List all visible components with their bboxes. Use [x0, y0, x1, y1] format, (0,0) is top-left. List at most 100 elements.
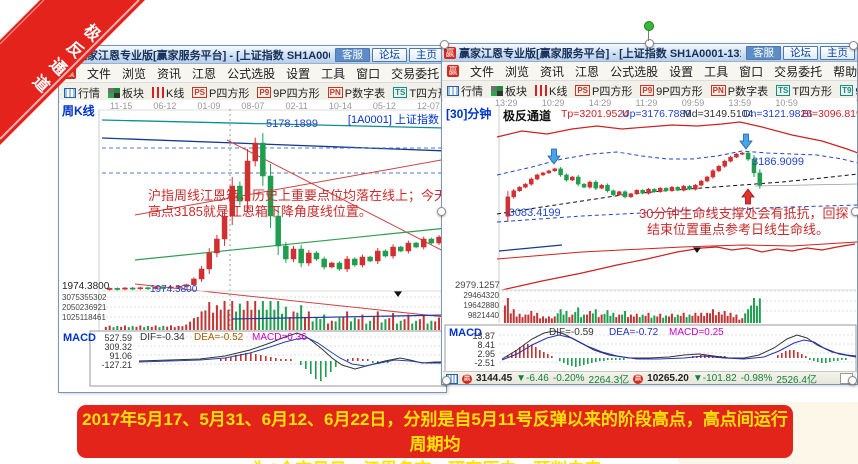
toolbar-icon — [535, 85, 547, 96]
weekly-annotation-line2: 高点3185就是江恩箱下降角度线位置。 — [148, 204, 372, 219]
toolbar-button[interactable]: PS P四方形 — [192, 85, 249, 101]
toolbar-button[interactable]: PS P四方形 — [575, 83, 632, 99]
selection-handle-top-right[interactable] — [849, 41, 858, 50]
menu-item[interactable]: 工具 — [321, 66, 346, 81]
menu-item[interactable]: 文件 — [87, 66, 112, 81]
menu-item[interactable]: 设置 — [669, 64, 694, 79]
toolbar-button[interactable]: K线 — [535, 83, 567, 99]
selection-handle-bottom-left[interactable] — [442, 376, 451, 385]
menu-item[interactable]: 设置 — [286, 66, 311, 81]
toolbar-button[interactable]: TS T四方形 — [776, 83, 832, 99]
time-tick: 10:29 — [541, 98, 565, 108]
time-tick: 13:29 — [495, 98, 518, 108]
menu-item[interactable]: 帮助 — [833, 64, 857, 79]
channel-up-value: Up=3176.7889 — [622, 108, 692, 120]
toolbar-label: P四方形 — [209, 87, 250, 100]
channel-bt-value: Bt=3096.8190 — [802, 108, 857, 120]
minute-annotation-line1: 30分钟生命线支撑处会有抵抗，回探 — [639, 206, 849, 221]
toolbar-button[interactable]: P9 9P四方形 — [257, 85, 320, 101]
toolbar-button[interactable]: P9 9P四方形 — [640, 83, 703, 99]
left-window: 赢 赢家江恩专业版[赢家服务平台] - [上证指数 SH1A0001-218周K… — [58, 45, 447, 393]
macd-axis-tick: 13.87 — [472, 331, 495, 341]
high-price-label: 3186.9099 — [752, 156, 804, 168]
toolbar-button[interactable]: 行情 — [64, 85, 100, 101]
toolbar-button[interactable]: PN P数字表 — [327, 85, 386, 101]
weekly-chart-canvas[interactable] — [60, 100, 447, 393]
menu-item[interactable]: 文件 — [470, 64, 495, 79]
macd-dif-value: DIF=-0.59 — [549, 327, 594, 338]
macd-axis-tick: -127.21 — [101, 360, 132, 370]
selection-handle-mid-left[interactable] — [437, 207, 446, 216]
period-label: 周K线 — [62, 104, 95, 118]
macd-axis-tick: 309.32 — [104, 342, 132, 352]
toolbar-button[interactable]: 行情 — [447, 83, 483, 99]
menu-item[interactable]: 公式选股 — [227, 66, 276, 81]
toolbar-label: 9P四方形 — [273, 87, 320, 100]
toolbar-label: 行情 — [461, 85, 483, 98]
date-tick: 10-14 — [328, 101, 352, 111]
toolbar-button[interactable]: K线 — [152, 85, 184, 101]
menu-item[interactable]: 交易委托 — [774, 64, 823, 79]
toolbar-button[interactable]: PN P数字表 — [710, 83, 768, 99]
time-tick: 13:59 — [728, 98, 752, 108]
macd-panel-label: MACD — [63, 332, 96, 344]
titlebar-button[interactable]: 主页 — [409, 47, 444, 62]
minute-annotation-line2: 结束位置重点参考日线生命线。 — [647, 222, 830, 237]
menu-item[interactable]: 交易委托 — [391, 66, 440, 81]
date-tick: 01-09 — [197, 101, 221, 111]
right-window-title: 赢家江恩专业版[赢家服务平台] - [上证指数 SH1A0001-131[30 — [459, 47, 741, 60]
toolbar-icon: PS — [575, 85, 591, 96]
titlebar-button[interactable]: 论坛 — [783, 45, 818, 60]
minute-chart-canvas[interactable] — [443, 98, 858, 373]
menu-item[interactable]: 窗口 — [356, 66, 381, 81]
toolbar-button[interactable]: TS T四方形 — [393, 85, 446, 101]
toolbar-button[interactable]: 板块 — [108, 85, 144, 101]
menu-item[interactable]: 资讯 — [540, 64, 565, 79]
date-tick: 06-12 — [153, 101, 177, 111]
right-window: 赢 赢家江恩专业版[赢家服务平台] - [上证指数 SH1A0001-131[3… — [441, 43, 858, 385]
menu-item[interactable]: 浏览 — [122, 66, 147, 81]
toolbar-icon — [447, 85, 459, 96]
toolbar-label: 9P四方形 — [656, 85, 703, 98]
titlebar-button[interactable]: 客服 — [335, 47, 370, 62]
selection-handle-bottom-right[interactable] — [848, 376, 857, 385]
macd-value: MACD=0.25 — [669, 327, 724, 338]
menu-item[interactable]: 资讯 — [157, 66, 182, 81]
toolbar-icon — [152, 87, 164, 98]
channel-md-value: Md=3149.5104 — [683, 108, 754, 120]
toolbar-label: 行情 — [78, 87, 100, 100]
menu-item[interactable]: 工具 — [704, 64, 729, 79]
toolbar-label: P四方形 — [592, 85, 633, 98]
menu-item[interactable]: 江恩 — [575, 64, 600, 79]
menu-item[interactable]: 江恩 — [192, 66, 217, 81]
toolbar-label: 板块 — [122, 87, 144, 100]
left-window-title: 赢家江恩专业版[赢家服务平台] - [上证指数 SH1A0001-218周K — [76, 49, 330, 62]
menu-item[interactable]: 窗口 — [739, 64, 764, 79]
toolbar-label: K线 — [166, 87, 185, 100]
right-titlebar[interactable]: 赢 赢家江恩专业版[赢家服务平台] - [上证指数 SH1A0001-131[3… — [442, 44, 857, 62]
titlebar-button[interactable]: 主页 — [820, 45, 855, 60]
toolbar-button[interactable]: T99T四方形 — [840, 83, 857, 99]
app-logo-icon: 赢 — [444, 46, 456, 59]
peak-price-label: 5178.1899 — [266, 118, 318, 130]
toolbar-icon — [491, 85, 503, 96]
selection-handle-top-left[interactable] — [440, 40, 449, 49]
status-bar: 赢 3144.45 ▼-6.46 -0.20% 2264.3亿 赢 10265.… — [443, 371, 856, 384]
selection-handle-mid-right[interactable] — [851, 207, 858, 216]
menu-item[interactable]: 公式选股 — [610, 64, 659, 79]
channel-dn-value: Dn=3121.9826 — [743, 108, 813, 120]
toolbar-icon — [108, 87, 120, 98]
toolbar-icon: TS — [776, 85, 791, 96]
rotation-handle[interactable] — [644, 21, 654, 31]
date-tick: 08-07 — [241, 101, 265, 111]
menu-item[interactable]: 浏览 — [505, 64, 530, 79]
titlebar-button[interactable]: 客服 — [746, 45, 781, 60]
macd-dea-value: DEA=-0.52 — [194, 332, 244, 343]
selection-handle-top-mid[interactable] — [645, 39, 654, 48]
titlebar-button[interactable]: 论坛 — [372, 47, 407, 62]
toolbar-label: P数字表 — [344, 87, 386, 100]
date-tick: 12-07 — [416, 101, 440, 111]
toolbar-button[interactable]: 板块 — [491, 83, 527, 99]
